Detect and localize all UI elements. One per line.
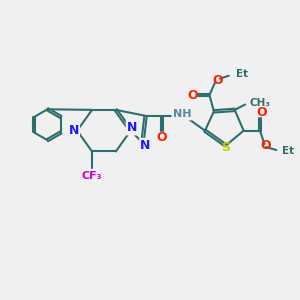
Text: NH: NH	[172, 109, 191, 119]
Text: O: O	[187, 88, 197, 101]
Text: S: S	[221, 140, 230, 154]
Text: O: O	[261, 139, 271, 152]
Text: Et: Et	[236, 69, 248, 79]
Text: O: O	[212, 74, 223, 87]
Text: CF₃: CF₃	[82, 171, 102, 181]
Text: Et: Et	[282, 146, 294, 157]
Text: N: N	[68, 124, 79, 137]
Text: CH₃: CH₃	[250, 98, 271, 108]
Text: O: O	[256, 106, 267, 119]
Text: N: N	[127, 121, 137, 134]
Text: O: O	[157, 131, 167, 144]
Text: N: N	[140, 139, 151, 152]
